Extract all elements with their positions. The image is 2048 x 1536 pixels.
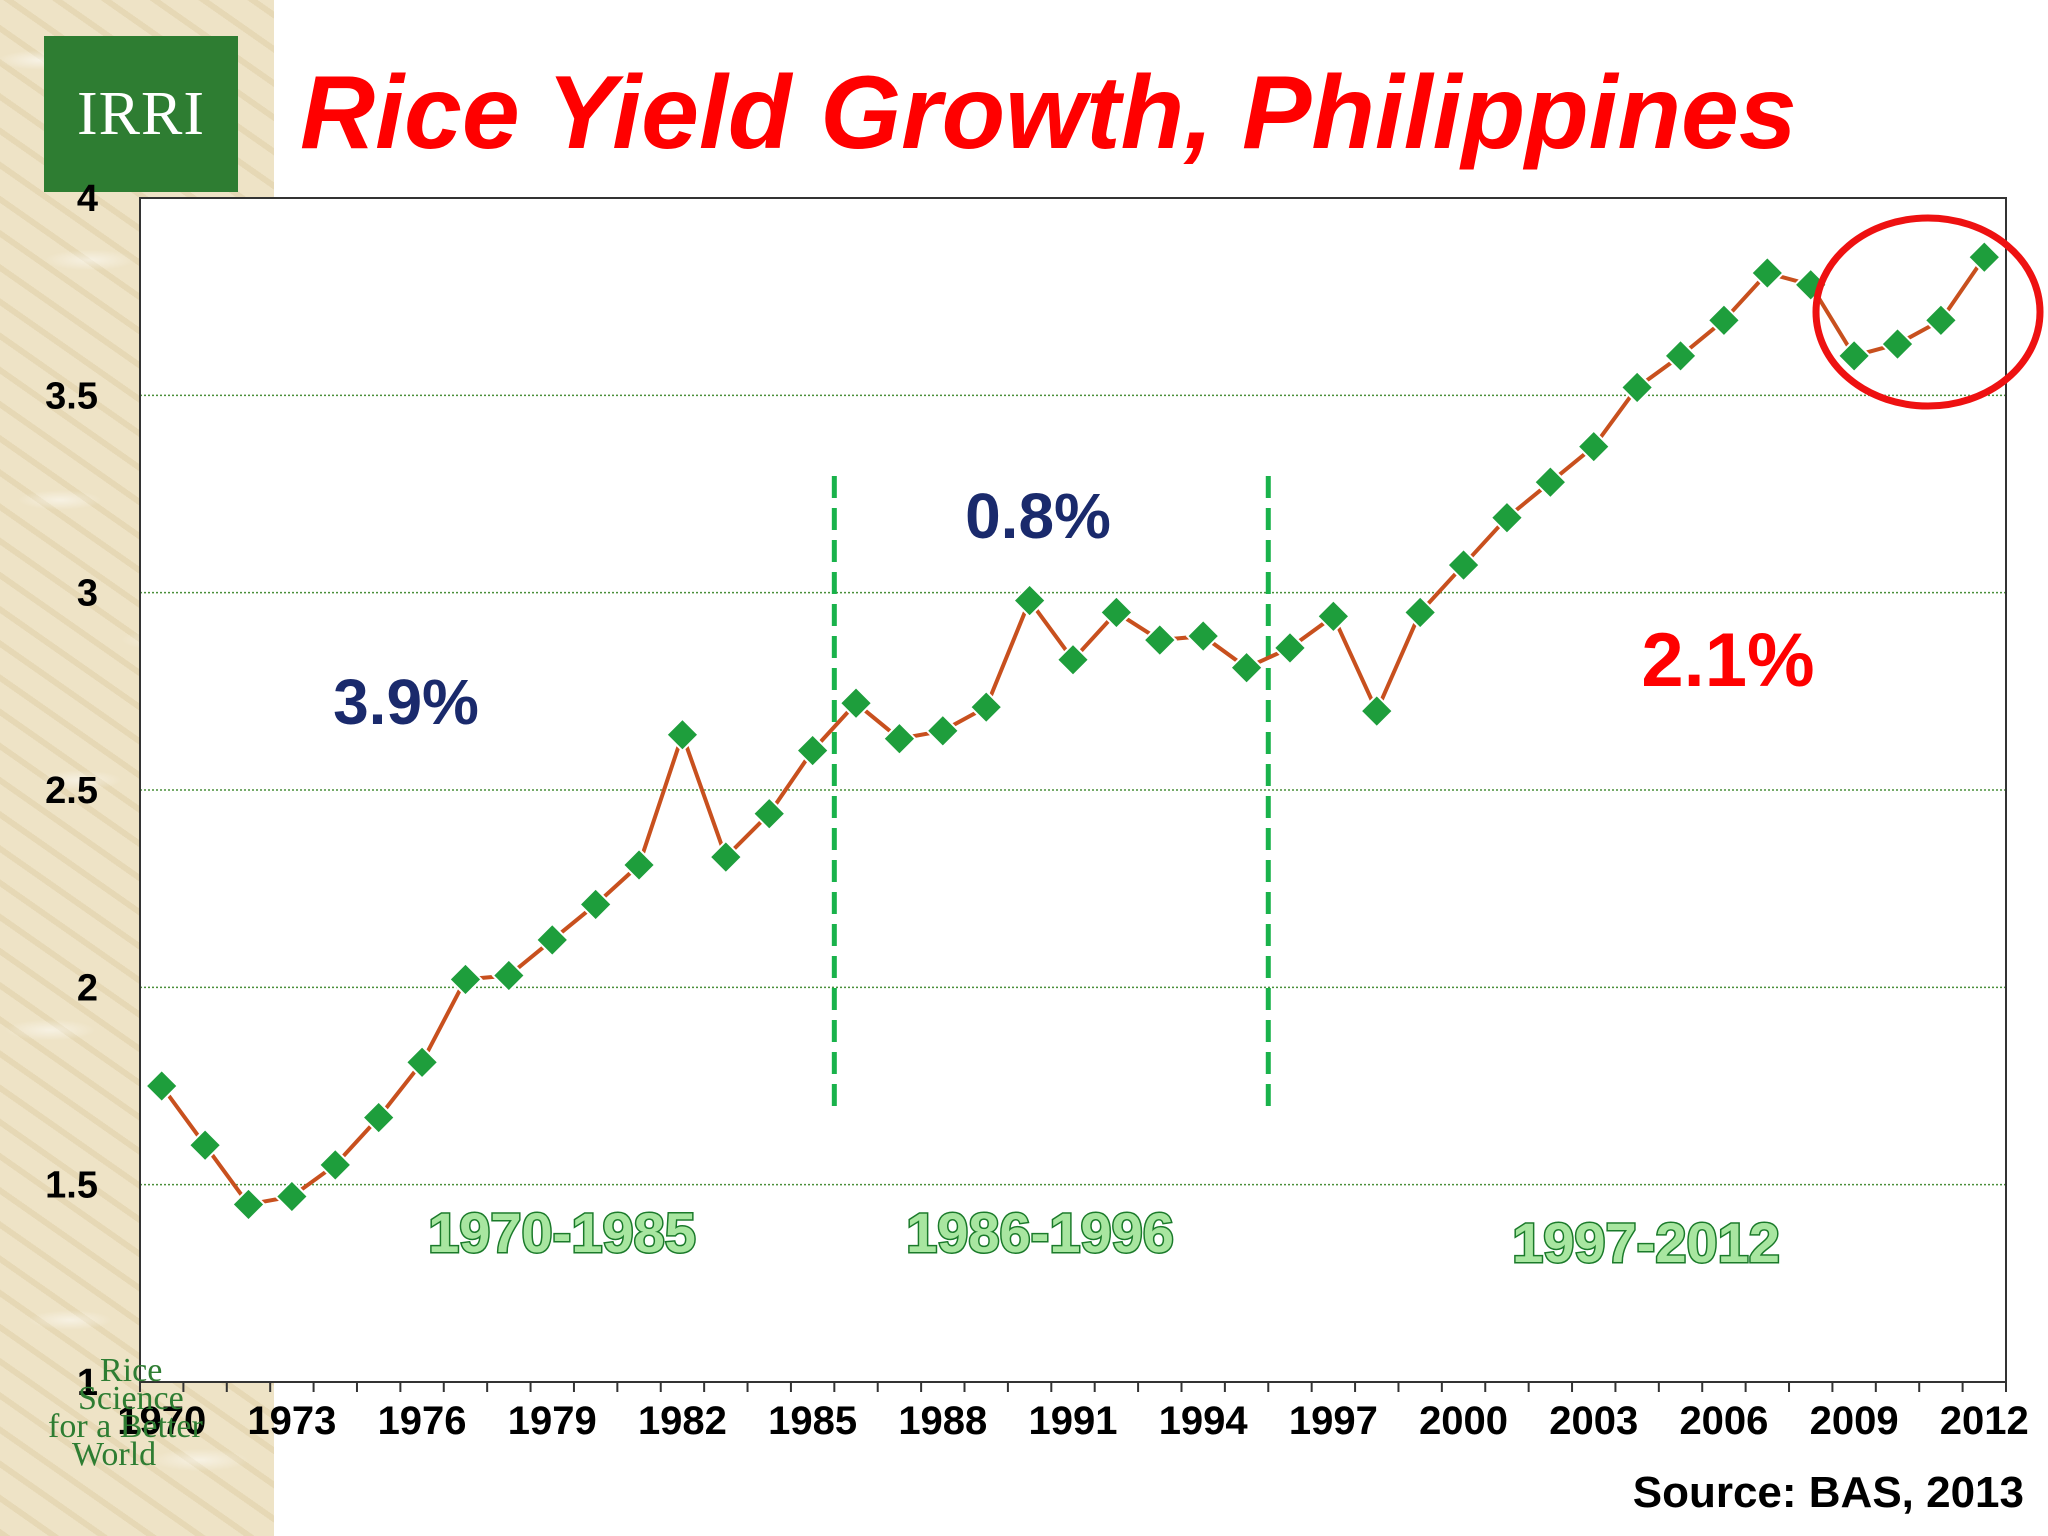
data-point [404,1044,440,1080]
x-tick-label: 1994 [1159,1399,1249,1443]
data-point [968,689,1004,725]
tagline-line-2: Science [78,1380,184,1417]
x-tick-label: 1976 [378,1399,467,1443]
data-point [491,958,527,993]
data-point [534,922,570,958]
data-point [1706,302,1742,338]
x-tick-label: 1982 [638,1399,727,1443]
x-tick-label: 1973 [247,1399,336,1443]
x-tick-label: 2009 [1810,1399,1899,1443]
tagline-logo: Rice Science for a Better World [48,1352,238,1516]
data-point [187,1127,223,1163]
data-point [1185,618,1221,654]
tagline-line-1: Rice [100,1352,163,1389]
x-tick-label: 1991 [1029,1399,1118,1443]
data-point [795,733,831,768]
data-point [882,721,917,757]
data-point [144,1068,180,1104]
data-point [361,1100,397,1135]
data-point [621,847,657,883]
data-point [925,713,961,749]
chart-title: Rice Yield Growth, Philippines [300,55,1797,171]
x-tick-label: 1970 [117,1399,206,1443]
y-tick-label: 2.5 [45,770,98,812]
y-tick-label: 4 [77,178,98,220]
period-label: 1997-2012 [1512,1211,1780,1274]
growth-rate-label: 3.9% [333,666,479,738]
data-point [1142,622,1178,658]
x-tick-label: 2003 [1549,1399,1638,1443]
data-point [1749,255,1785,291]
growth-rate-label: 0.8% [965,480,1111,552]
data-point [1576,429,1612,465]
data-point [1836,338,1872,374]
x-tick-label: 1997 [1289,1399,1378,1443]
x-tick-label: 1985 [768,1399,857,1443]
plot-frame [139,197,2007,1383]
data-point [751,796,787,832]
y-tick-label: 2 [77,967,98,1009]
data-point [1663,338,1698,374]
x-tick-label: 2000 [1419,1399,1508,1443]
data-point [665,717,700,753]
tagline-line-4: World [72,1436,157,1473]
data-point [1446,547,1481,583]
source-note: Source: BAS, 2013 [1632,1468,2024,1517]
data-point [1229,650,1264,686]
data-point [1923,302,1959,338]
data-point [1619,370,1655,405]
y-tick-label: 3 [77,573,98,615]
y-tick-label: 1 [77,1362,98,1404]
period-label: 1986-1996 [906,1201,1174,1264]
data-point [1532,464,1568,500]
irri-logo: IRRI [44,36,238,192]
data-point [1012,583,1048,618]
x-tick-label: 2012 [1940,1399,2029,1443]
y-tick-label: 1.5 [45,1165,98,1207]
data-point [1966,239,2002,275]
data-point [231,1186,266,1222]
period-label: 1970-1985 [428,1201,696,1264]
tagline-line-3: for a Better [48,1408,203,1445]
x-tick-label: 1979 [508,1399,597,1443]
logo-text: IRRI [77,79,205,148]
growth-rate-label: 2.1% [1641,618,1814,703]
y-tick-label: 3.5 [45,375,98,417]
highlight-circle [1812,214,2044,410]
data-point [1489,500,1525,536]
data-point [1402,594,1438,630]
data-point [274,1179,310,1214]
data-point [317,1147,353,1183]
data-point [708,839,744,875]
data-point [1055,642,1091,678]
x-tick-label: 1988 [898,1399,987,1443]
data-point [1272,630,1308,666]
x-tick-label: 2006 [1679,1399,1768,1443]
data-point [1098,594,1134,630]
data-point [1880,326,1915,362]
data-point [448,962,483,997]
data-point [578,887,614,922]
data-point [1315,598,1351,634]
data-point [838,685,874,721]
data-point [1359,693,1395,729]
